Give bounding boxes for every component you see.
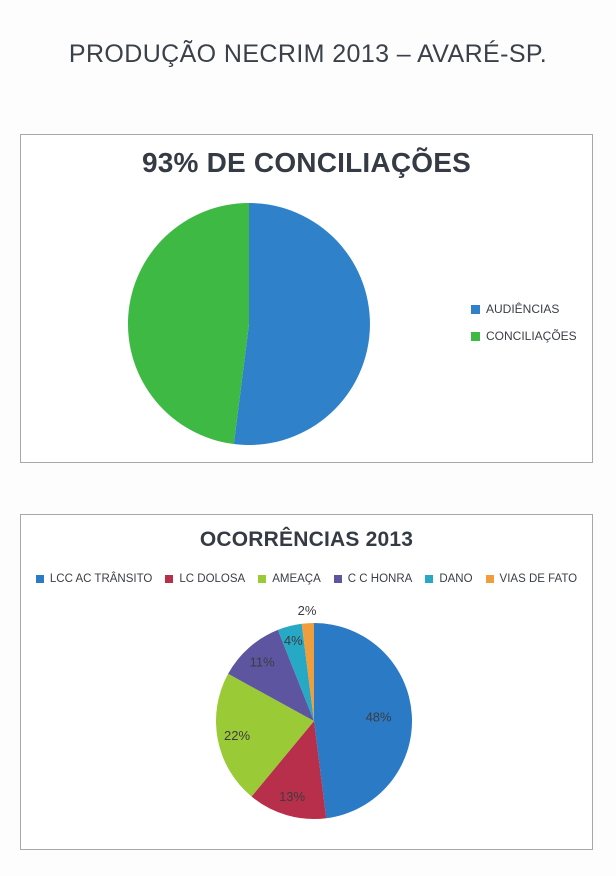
- legend-swatch-icon: [333, 575, 342, 583]
- legend-item-conciliacoes: CONCILIAÇÕES: [471, 329, 577, 343]
- legend-swatch-icon: [485, 575, 494, 583]
- legend-label: AMEAÇA: [272, 573, 321, 585]
- legend-swatch-icon: [35, 575, 44, 583]
- pie-slice-audiencias: [233, 203, 370, 445]
- legend-swatch-icon: [425, 575, 434, 583]
- pie-label-vias-de-fato: 2%: [298, 603, 317, 618]
- pie-slice-dano: [277, 623, 314, 721]
- legend-item-vias-de-fato: VIAS DE FATO: [485, 573, 578, 585]
- pie-slice-lcc-ac-transito: [314, 623, 413, 819]
- legend-swatch-icon: [258, 575, 267, 583]
- chart1-title: 93% DE CONCILIAÇÕES: [142, 147, 471, 178]
- chart2-title: OCORRÊNCIAS 2013: [199, 528, 414, 551]
- legend-swatch-icon: [471, 331, 480, 341]
- legend-item-c-c-honra: C C HONRA: [333, 573, 413, 585]
- pie-label-lcc-ac-transito: 48%: [366, 709, 392, 724]
- pie-slice-conciliacoes: [127, 203, 249, 445]
- pie-label-lc-dolosa: 13%: [279, 789, 305, 804]
- legend-swatch-icon: [471, 304, 480, 314]
- chart-panel-conciliacoes: 93% DE CONCILIAÇÕES AUDIÊNCIAS CONCILIAÇÕ…: [20, 134, 593, 463]
- legend-label: LC DOLOSA: [179, 573, 246, 585]
- chart-panel-ocorrencias: OCORRÊNCIAS 2013 LCC AC TRÂNSITO LC DOLOS…: [20, 514, 593, 850]
- pie-label-dano: 4%: [284, 633, 303, 648]
- pie-chart-ocorrencias: 48% 13% 22% 11% 4% 2%: [215, 603, 413, 820]
- legend-label: CONCILIAÇÕES: [486, 329, 577, 343]
- pie-label-c-c-honra: 11%: [250, 655, 275, 670]
- pie-slice-c-c-honra: [228, 629, 314, 721]
- legend-item-audiencias: AUDIÊNCIAS: [471, 302, 577, 316]
- pie-slice-vias-de-fato: [301, 623, 314, 721]
- chart2-legend: LCC AC TRÂNSITO LC DOLOSA AMEAÇA C C HONRA D…: [21, 573, 592, 585]
- legend-item-dano: DANO: [425, 573, 473, 585]
- legend-label: C C HONRA: [347, 573, 413, 585]
- legend-item-lc-dolosa: LC DOLOSA: [165, 573, 245, 585]
- page-title: PRODUÇÃO NECRIM 2013 – AVARÉ-SP.: [68, 40, 548, 68]
- pie-chart-conciliacoes: [127, 203, 370, 445]
- legend-item-lcc-ac-transito: LCC AC TRÂNSITO: [35, 573, 153, 585]
- pie-slice-lc-dolosa: [251, 721, 327, 820]
- legend-label: DANO: [439, 573, 473, 585]
- legend-label: LCC AC TRÂNSITO: [49, 573, 153, 585]
- pie-label-ameaca: 22%: [224, 728, 250, 743]
- pie-slice-ameaca: [215, 673, 314, 797]
- legend-label: VIAS DE FATO: [499, 573, 578, 585]
- legend-swatch-icon: [165, 575, 174, 583]
- legend-label: AUDIÊNCIAS: [486, 302, 560, 316]
- legend-item-ameaca: AMEAÇA: [258, 573, 321, 585]
- chart1-legend: AUDIÊNCIAS CONCILIAÇÕES: [471, 302, 577, 343]
